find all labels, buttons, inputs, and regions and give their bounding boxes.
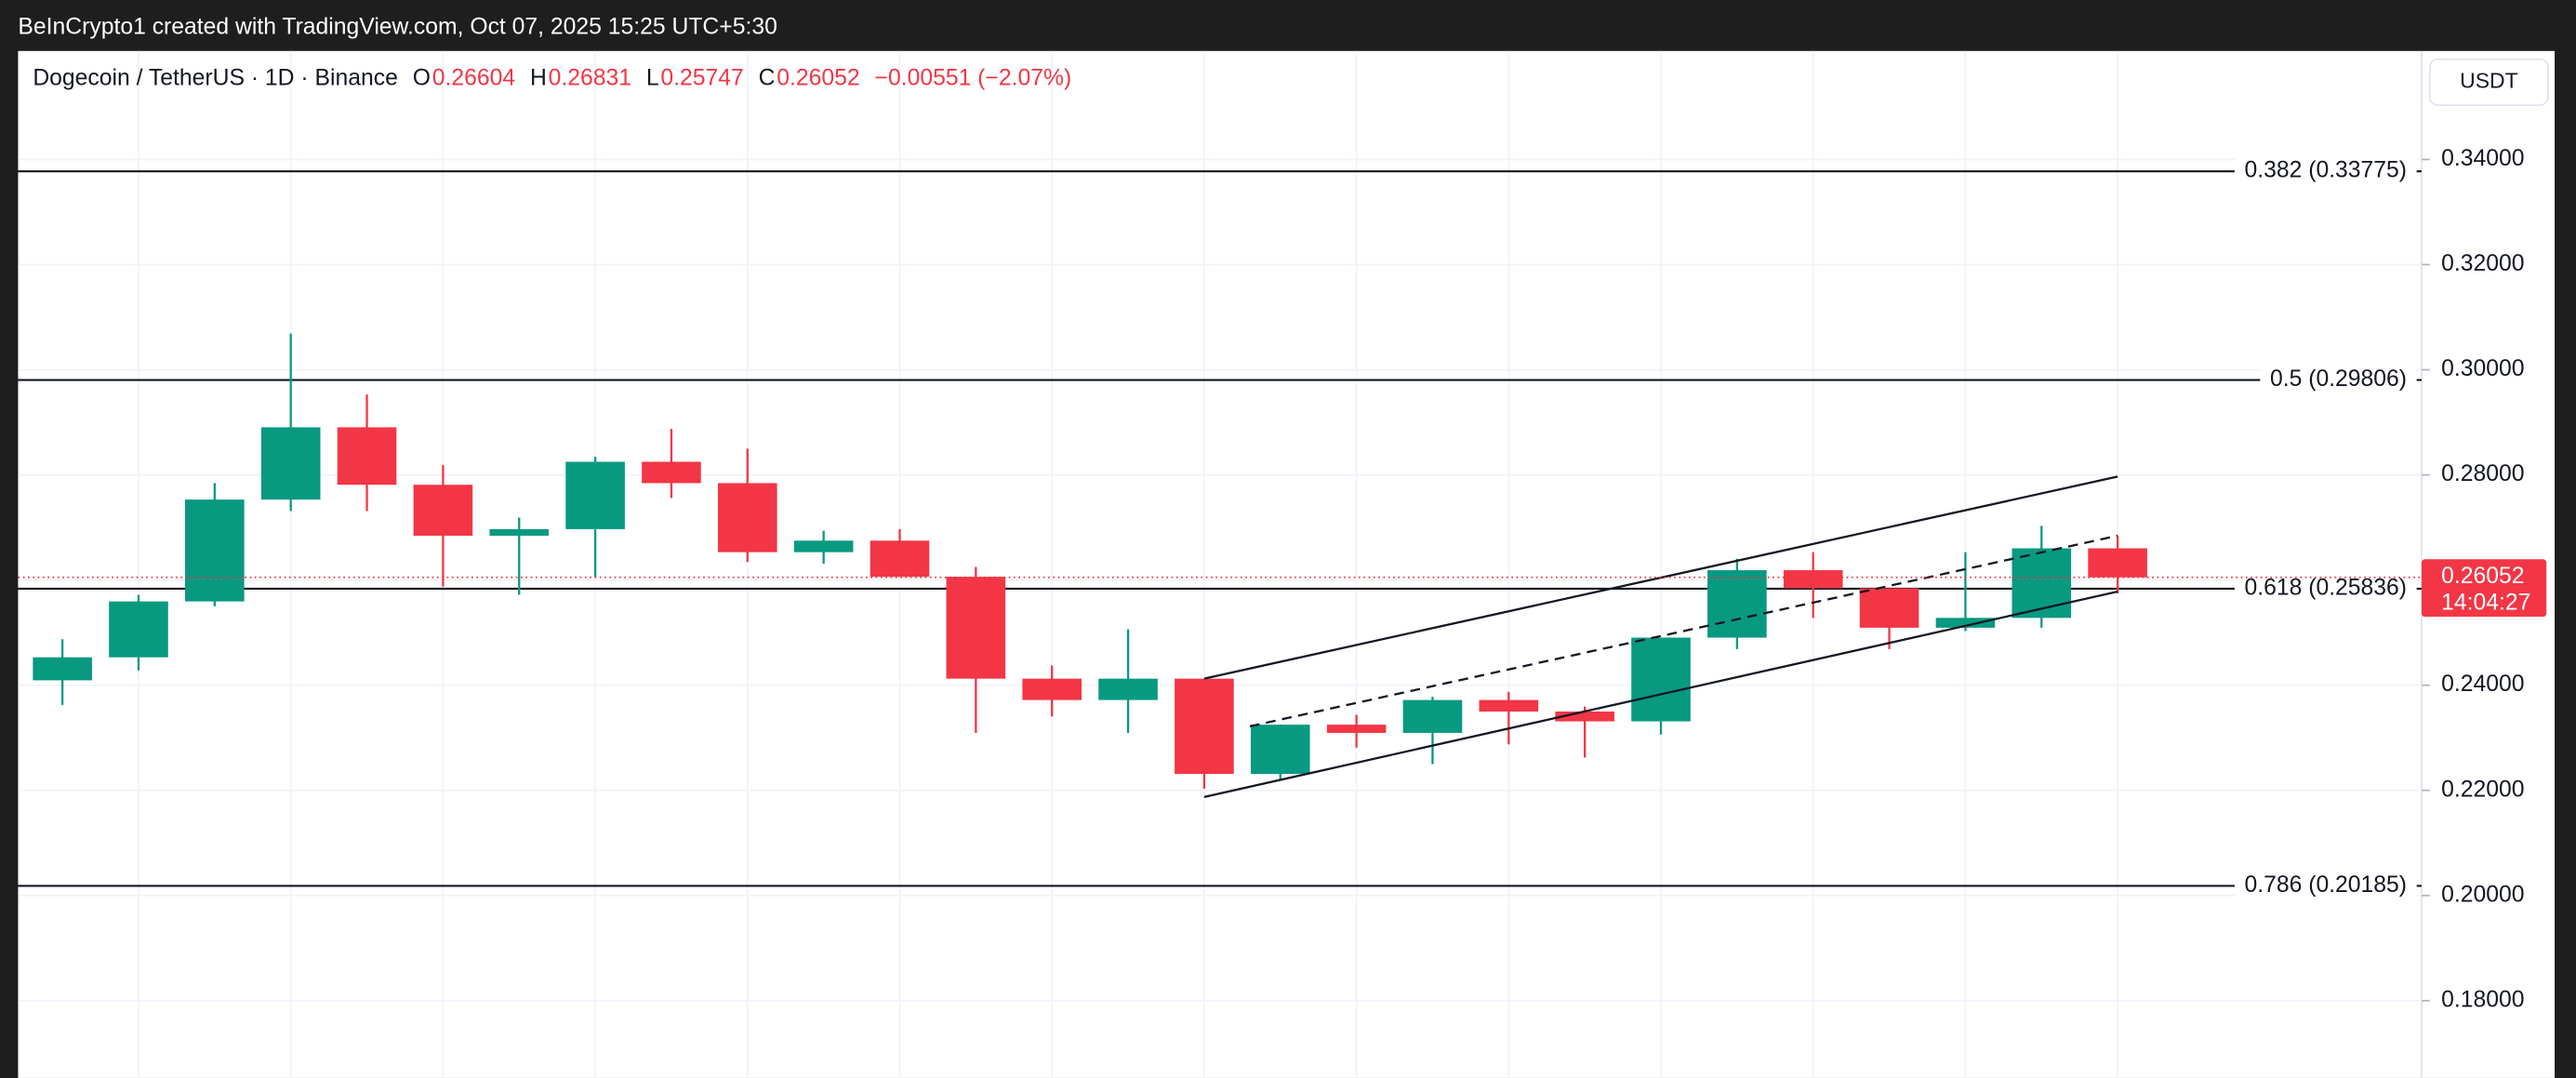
candle-body <box>185 499 245 602</box>
candle-body <box>1022 678 1082 700</box>
legend-value: 0.26604 <box>432 65 516 90</box>
candle-body <box>1250 725 1310 775</box>
fib-level-label: 0.618 (0.25836) <box>2244 575 2407 600</box>
price-tag-value: 0.26052 <box>2441 564 2524 589</box>
y-tick-label: 0.32000 <box>2441 251 2524 276</box>
candle-body <box>2012 548 2072 619</box>
candle-body <box>717 483 777 552</box>
y-tick-label: 0.30000 <box>2441 356 2524 381</box>
candle-body <box>337 427 397 486</box>
y-tick-label: 0.34000 <box>2441 146 2524 171</box>
candle-body <box>1402 699 1463 733</box>
candle-body <box>870 540 930 578</box>
legend-key: H <box>530 65 547 90</box>
fib-level-label: 0.786 (0.20185) <box>2244 872 2407 898</box>
grid: 0.180000.200000.220000.240000.260000.280… <box>18 50 2524 1078</box>
y-tick-label: 0.20000 <box>2441 882 2524 907</box>
currency-label[interactable]: USDT <box>2460 68 2517 92</box>
fib-level-label: 0.382 (0.33775) <box>2244 158 2407 183</box>
legend-value: 0.26052 <box>777 65 859 90</box>
y-tick-label: 0.24000 <box>2441 672 2524 697</box>
candle-body <box>1098 678 1158 700</box>
candle-body <box>1935 618 1996 628</box>
candle-body <box>946 577 1006 679</box>
trendline <box>1249 534 2118 727</box>
candle-body <box>2088 548 2147 578</box>
y-tick-label: 0.28000 <box>2441 461 2524 486</box>
candle-body <box>1859 588 1919 628</box>
candle-body <box>1707 570 1767 638</box>
trendline <box>1203 475 2118 680</box>
currency-button[interactable] <box>2428 58 2549 107</box>
trendline <box>1203 590 2118 798</box>
plot-area <box>18 50 2556 1078</box>
candle-body <box>1175 678 1234 775</box>
candle-body <box>33 657 92 681</box>
candle-body <box>1631 637 1691 722</box>
candle-body <box>260 427 321 500</box>
legend-change: −0.00551 (−2.07%) <box>875 65 1072 90</box>
candle-body <box>109 601 168 658</box>
legend-value: 0.26831 <box>549 65 631 90</box>
candle-body <box>413 485 473 536</box>
legend-value: 0.25747 <box>660 65 743 90</box>
candle-body <box>1555 711 1614 722</box>
fib-label-bg <box>2234 157 2417 183</box>
price-tag-countdown: 14:04:27 <box>2441 591 2530 616</box>
y-tick-label: 0.22000 <box>2441 777 2524 802</box>
fib-level-label: 0.5 (0.29806) <box>2270 366 2407 392</box>
legend-key: L <box>646 65 659 90</box>
legend: Dogecoin / TetherUS · 1D · Binance O 0.266… <box>33 65 1071 90</box>
legend-key: C <box>759 65 776 90</box>
y-tick-label: 0.18000 <box>2441 987 2524 1012</box>
candle-body <box>565 461 625 529</box>
header: BeInCrypto1 created with TradingView.com… <box>18 15 777 40</box>
legend-key: O <box>413 65 431 90</box>
candle-body <box>489 528 550 536</box>
legend-title: Dogecoin / TetherUS · 1D · Binance <box>33 65 397 90</box>
fib-label-bg <box>2234 575 2417 601</box>
price-tag <box>2421 559 2547 618</box>
candle-body <box>1326 725 1387 733</box>
marks: 0.382 (0.33775) 0.5 (0.29806) 0.618 (0.258… <box>18 157 2547 898</box>
fib-label-bg <box>2234 872 2417 898</box>
candle-body <box>793 540 854 552</box>
fib-label-bg <box>2260 366 2417 393</box>
candle-body <box>642 461 701 484</box>
candle-body <box>1783 570 1843 589</box>
candle-body <box>1479 699 1539 712</box>
